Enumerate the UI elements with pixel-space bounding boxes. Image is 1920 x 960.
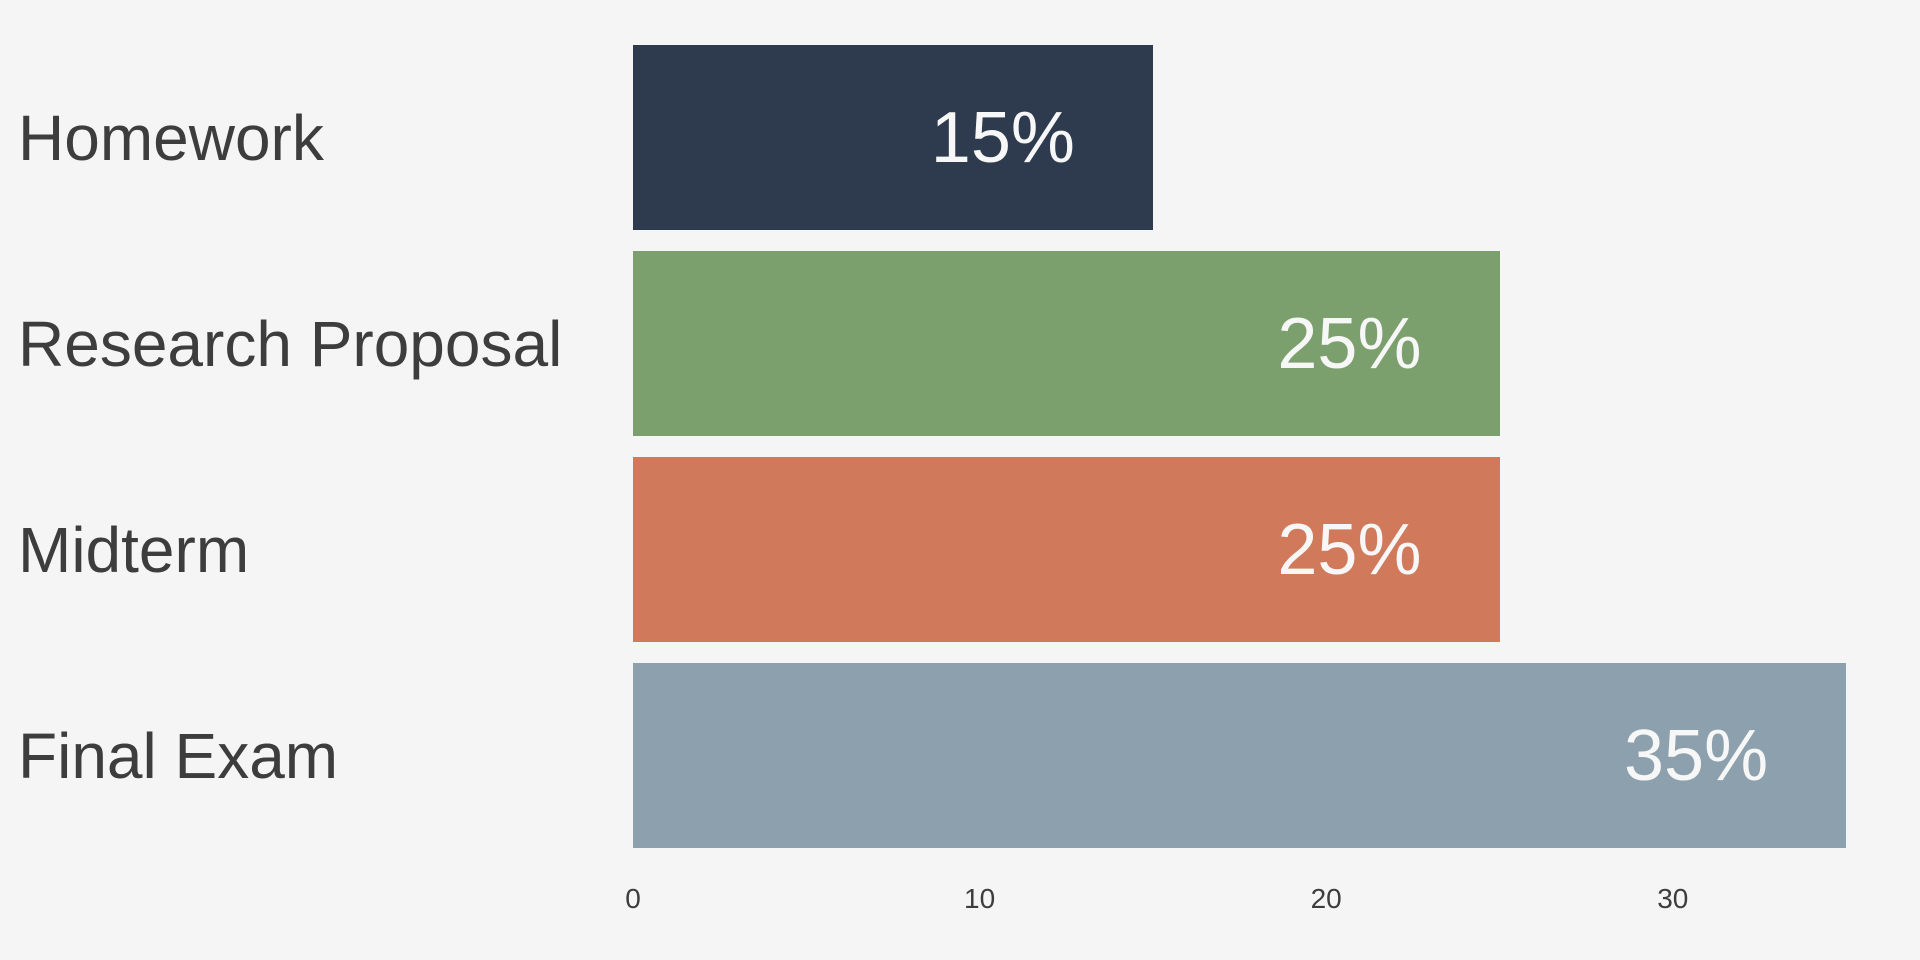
bar-value-label-midterm: 25% (1277, 509, 1422, 590)
bar-homework: 15% (633, 45, 1153, 230)
x-tick-label-20: 20 (1310, 883, 1342, 914)
category-label-final-exam: Final Exam (18, 719, 339, 792)
category-label-homework: Homework (18, 101, 324, 174)
bar-value-label-final-exam: 35% (1623, 715, 1769, 796)
category-label-midterm: Midterm (18, 513, 250, 586)
bar-value-label-homework: 15% (930, 97, 1075, 178)
category-label-research-proposal: Research Proposal (18, 307, 563, 380)
bar-midterm: 25% (633, 457, 1500, 642)
bar-research-proposal: 25% (633, 251, 1500, 436)
x-tick-label-30: 30 (1657, 883, 1689, 914)
x-tick-label-10: 10 (964, 883, 996, 914)
x-tick-label-0: 0 (625, 883, 641, 914)
bar-final-exam: 35% (633, 663, 1847, 848)
bar-value-label-research-proposal: 25% (1277, 303, 1422, 384)
